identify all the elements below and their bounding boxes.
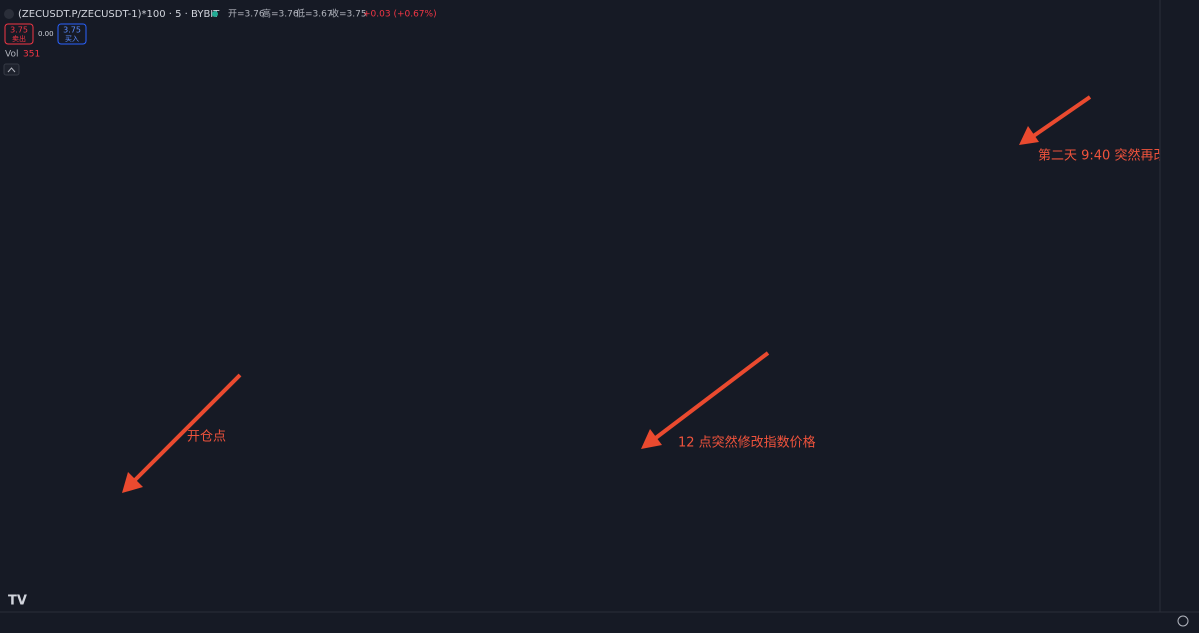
volume-value: 351 (23, 50, 40, 60)
annotation: 12 点突然修改指数价格 (678, 435, 816, 451)
volume-label: Vol (5, 50, 18, 60)
buy-price[interactable]: 3.75 (63, 26, 81, 35)
sell-price[interactable]: 3.75 (10, 26, 28, 35)
buy-button[interactable] (57, 23, 87, 45)
collapse-icon[interactable] (7, 67, 16, 73)
logo: TV (8, 594, 27, 609)
annotation: 开仓点 (187, 430, 226, 445)
ohlc-open: 开=3.76 (228, 9, 265, 20)
price-axis (1160, 0, 1199, 633)
buy-label[interactable]: 买入 (65, 35, 79, 43)
sell-button[interactable] (4, 23, 34, 45)
settings-icon[interactable] (1177, 615, 1189, 627)
symbol-icon (4, 9, 14, 19)
spread: 0.00 (38, 30, 54, 38)
sell-label[interactable]: 卖出 (12, 34, 26, 43)
annotation: 第二天 9:40 突然再改回来 (1038, 148, 1192, 164)
arrow (1019, 95, 1092, 145)
market-status (212, 11, 218, 17)
arrow (641, 351, 770, 449)
overlay: 开仓点 12 点突然修改指数价格 第二天 9:40 突然再改回来 (122, 95, 1192, 493)
ohlc-low: 低=3.67 (296, 8, 333, 20)
ohlc-high: 高=3.76 (262, 8, 299, 20)
arrow (122, 373, 242, 493)
change: +0.03 (+0.67%) (363, 10, 437, 20)
ohlc-close: 收=3.75 (330, 8, 367, 20)
symbol-title: (ZECUSDT.P/ZECUSDT-1)*100 · 5 · BYBIT (18, 9, 220, 20)
collapse-button[interactable] (3, 63, 20, 76)
